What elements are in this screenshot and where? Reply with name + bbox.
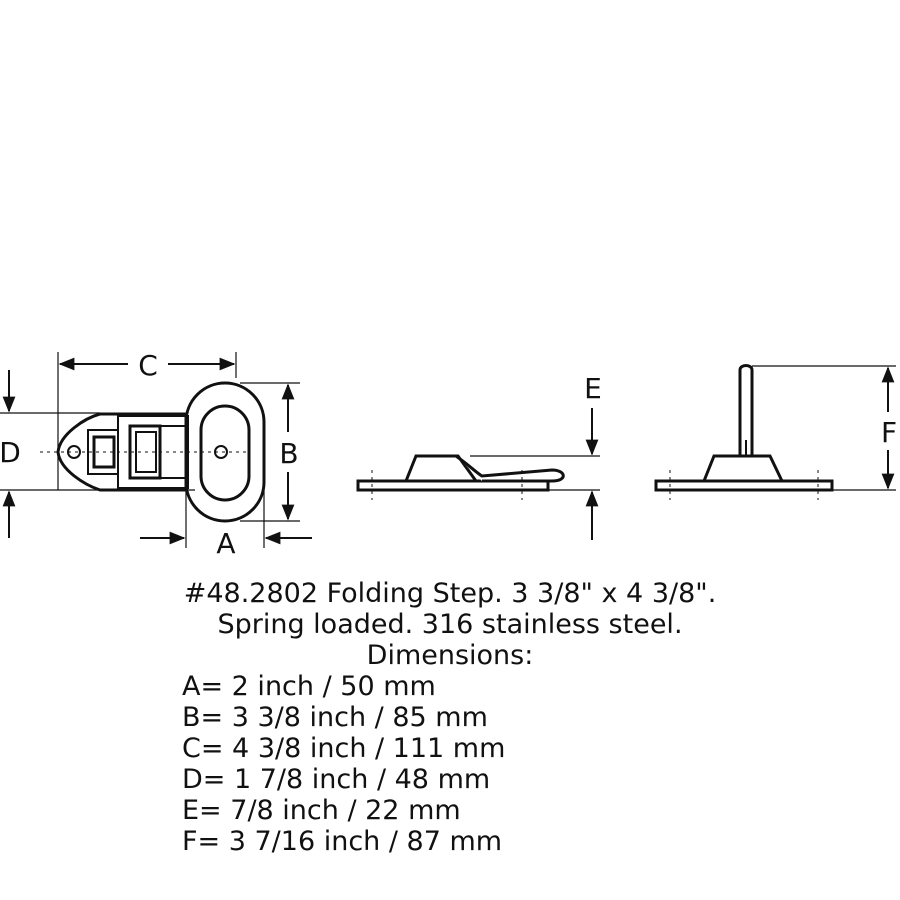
label-a: A: [216, 527, 235, 560]
side-view-folded: E: [356, 372, 602, 540]
dimension-e: E= 7/8 inch / 22 mm: [182, 795, 461, 826]
label-f: F: [881, 416, 897, 449]
product-description: Spring loaded. 316 stainless steel.: [217, 609, 683, 640]
caption: #48.2802 Folding Step. 3 3/8" x 4 3/8". …: [0, 578, 900, 857]
label-d: D: [0, 436, 21, 469]
label-b: B: [279, 437, 298, 470]
dimensions-heading: Dimensions:: [366, 640, 534, 671]
side-view-unfolded: F: [654, 364, 897, 500]
dimension-c: C= 4 3/8 inch / 111 mm: [182, 733, 506, 764]
label-c: C: [138, 349, 158, 382]
dimension-a: A= 2 inch / 50 mm: [182, 671, 436, 702]
technical-drawing: C D B A E: [0, 349, 897, 560]
dimension-f: F= 3 7/16 inch / 87 mm: [182, 826, 503, 857]
product-title: #48.2802 Folding Step. 3 3/8" x 4 3/8".: [183, 578, 717, 609]
top-view: C D B A: [0, 349, 312, 560]
dimensions-list: A= 2 inch / 50 mm B= 3 3/8 inch / 85 mm …: [182, 671, 900, 857]
dimension-b: B= 3 3/8 inch / 85 mm: [182, 702, 488, 733]
label-e: E: [584, 372, 602, 405]
dimension-d: D= 1 7/8 inch / 48 mm: [182, 764, 491, 795]
